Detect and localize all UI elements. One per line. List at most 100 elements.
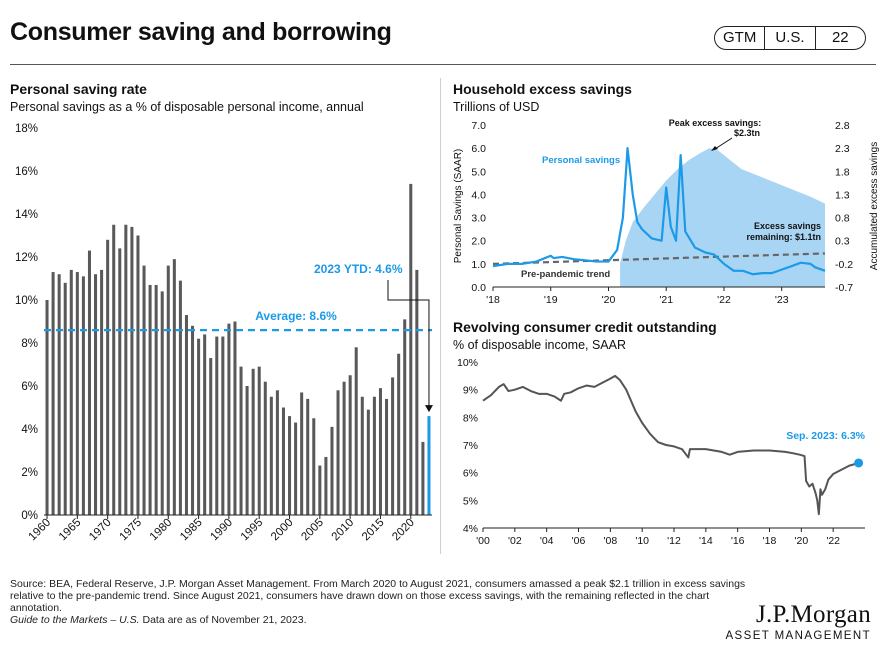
bar (275, 390, 279, 515)
x-tick-label: '22 (717, 294, 731, 306)
bar (197, 338, 201, 515)
bar (94, 274, 98, 515)
x-tick-label: 1970 (87, 517, 114, 544)
bar (415, 269, 419, 515)
bar (57, 274, 61, 515)
bar (263, 381, 267, 515)
y-right-tick-label: 2.8 (835, 120, 850, 132)
bar (130, 226, 134, 515)
excess-savings-title: Household excess savings (453, 81, 632, 97)
bar (312, 418, 316, 515)
last-point-label: Sep. 2023: 6.3% (786, 430, 865, 442)
x-tick-label: 2015 (360, 517, 387, 544)
x-tick-label: 2010 (330, 517, 357, 544)
x-tick-label: 2005 (299, 517, 326, 544)
y-tick-label: 8% (21, 338, 38, 350)
bar (342, 381, 346, 515)
x-tick-label: '04 (540, 535, 554, 547)
y-tick-label: 16% (15, 166, 38, 178)
bar (69, 269, 73, 515)
y-tick-label: 2.0 (471, 236, 486, 248)
bar (63, 282, 67, 515)
excess-savings-area (620, 148, 825, 287)
bar (81, 276, 85, 515)
bar (324, 456, 328, 515)
bar (251, 368, 255, 515)
y-tick-label: 10% (15, 295, 38, 307)
peak-arrowhead (711, 146, 718, 151)
bar (112, 224, 116, 515)
pre-pandemic-trend-line (492, 252, 826, 265)
bar (300, 392, 304, 515)
y-tick-label: 6% (463, 468, 478, 480)
x-tick-label: 1985 (178, 517, 205, 544)
x-tick-label: 1995 (239, 517, 266, 544)
panel-divider (440, 78, 441, 554)
x-tick-label: 2000 (269, 517, 296, 544)
x-tick-label: '22 (826, 535, 840, 547)
x-tick-label: 1965 (57, 517, 84, 544)
bar (336, 390, 340, 515)
footnote-source: Source: BEA, Federal Reserve, J.P. Morga… (10, 578, 746, 614)
x-tick-label: '08 (603, 535, 617, 547)
x-tick-label: '16 (731, 535, 745, 547)
brand-logo: J.P.Morgan ASSET MANAGEMENT (715, 601, 871, 642)
bar (269, 396, 273, 515)
bar (124, 224, 128, 515)
ytd-label-bg (308, 261, 408, 276)
peak-label: Peak excess savings: (669, 118, 762, 128)
y-tick-label: 4.0 (471, 189, 486, 201)
y-tick-label: 8% (463, 412, 478, 424)
page-title: Consumer saving and borrowing (10, 18, 392, 46)
peak-leader-line (714, 137, 733, 150)
ytd-arrowhead (424, 405, 433, 413)
x-tick-label: 1990 (208, 517, 235, 544)
bar (209, 358, 213, 515)
bar (184, 315, 188, 515)
y-tick-label: 1.0 (471, 259, 486, 271)
y-right-tick-label: 1.3 (835, 189, 850, 201)
peak-value: $2.3tn (734, 128, 760, 138)
revolving-credit-line (482, 374, 859, 516)
revolving-credit-chart: 4% 5% 6% 7% 8% 9% 10% '00 '02 '04 '06 '08 '10 '12 '14 '… (457, 357, 866, 547)
y-tick-label: 4% (21, 424, 38, 436)
bar (330, 426, 334, 515)
y-tick-label: 0.0 (471, 282, 486, 294)
y-axis-label: Personal Savings (SAAR) (453, 149, 464, 264)
x-tick-label: '20 (794, 535, 808, 547)
bar (136, 235, 140, 515)
x-tick-label: '06 (572, 535, 586, 547)
bar (75, 272, 79, 515)
revolving-credit-subtitle: % of disposable income, SAAR (453, 338, 627, 352)
y-right-tick-label: 0.3 (835, 236, 850, 248)
bar (45, 300, 49, 515)
y-tick-label: 0% (21, 510, 38, 522)
y-right-axis-label: Accumulated excess savings (869, 142, 880, 270)
bar (154, 284, 158, 515)
y-right-tick-label: -0.7 (835, 282, 853, 294)
excess-savings-subtitle: Trillions of USD (453, 100, 540, 114)
y-tick-label: 10% (457, 357, 478, 369)
x-tick-label: '14 (699, 535, 713, 547)
personal-savings-line (492, 147, 826, 276)
bar (306, 398, 310, 515)
excess-savings-chart: 0.0 1.0 2.0 3.0 4.0 5.0 6.0 7.0 -0.7 -0.2 0.3 0.8 1.… (453, 118, 880, 306)
y-tick-label: 2% (21, 467, 38, 479)
x-tick-label: '00 (476, 535, 490, 547)
bar (372, 396, 376, 515)
bar (245, 386, 249, 515)
bar (294, 422, 298, 515)
x-tick-label: '18 (763, 535, 777, 547)
bar (106, 239, 110, 516)
brand-subtitle: ASSET MANAGEMENT (725, 630, 871, 642)
y-tick-label: 12% (15, 252, 38, 264)
bar (239, 366, 243, 515)
badge-region: U.S. (764, 27, 814, 49)
pre-pandemic-trend-label: Pre-pandemic trend (521, 269, 610, 280)
bar (100, 269, 104, 515)
x-tick-label: 1975 (118, 517, 145, 544)
y-tick-label: 9% (463, 385, 478, 397)
x-tick-label: 1980 (148, 517, 175, 544)
x-tick-label: '18 (486, 294, 500, 306)
y-tick-label: 6% (21, 381, 38, 393)
